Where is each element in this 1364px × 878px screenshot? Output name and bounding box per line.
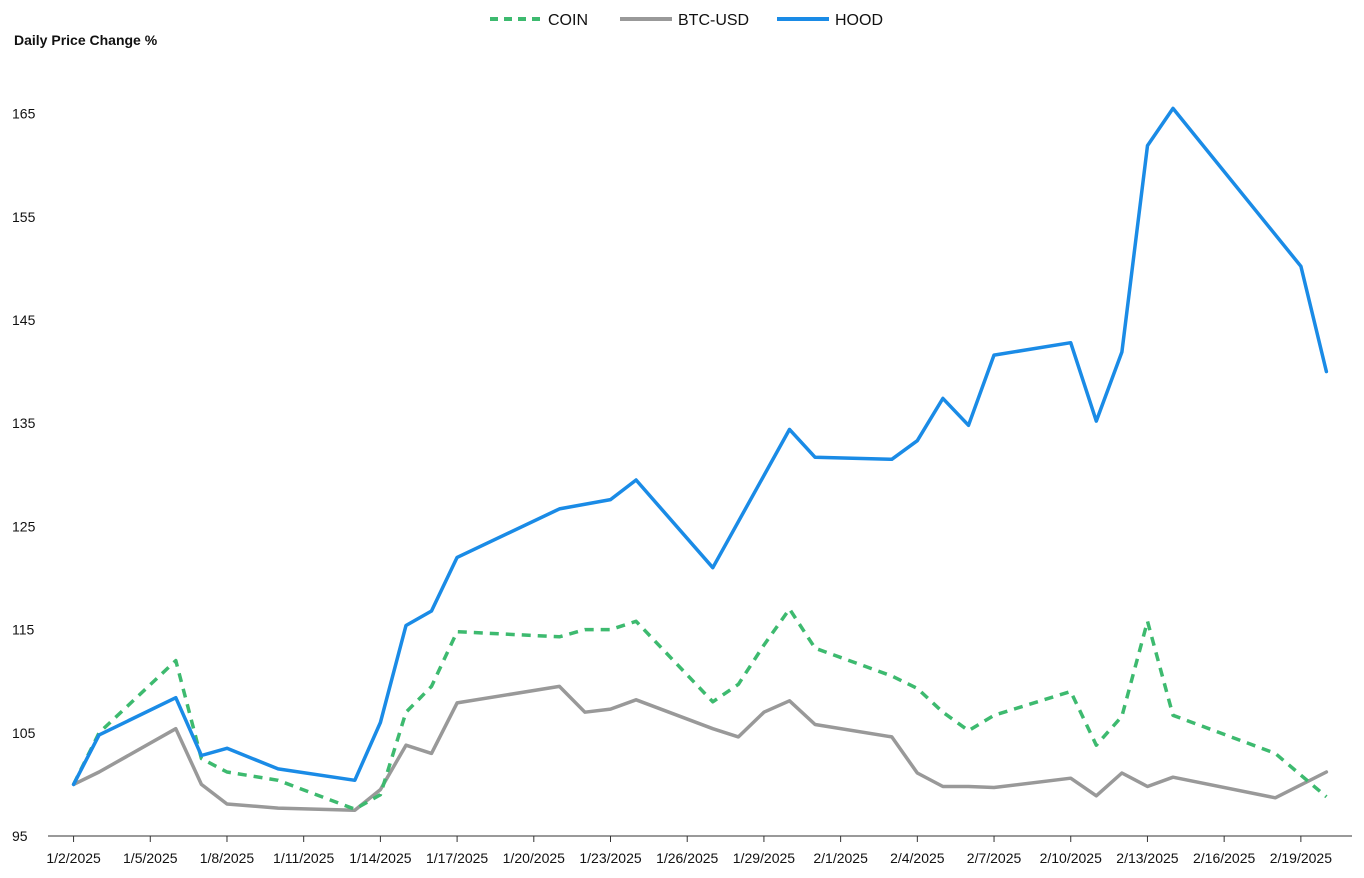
y-tick-label: 105 <box>12 725 36 741</box>
legend-label: COIN <box>548 12 588 29</box>
y-tick-label: 135 <box>12 415 36 431</box>
y-tick-label: 145 <box>12 312 36 328</box>
x-tick-label: 1/26/2025 <box>656 850 718 866</box>
x-tick-label: 1/14/2025 <box>349 850 411 866</box>
x-tick-label: 2/16/2025 <box>1193 850 1255 866</box>
y-axis-ticks: 95 105 115 125 135 145 155 165 <box>12 106 36 844</box>
x-tick-label: 1/5/2025 <box>123 850 178 866</box>
x-tick-label: 2/19/2025 <box>1270 850 1332 866</box>
y-tick-label: 125 <box>12 518 36 534</box>
x-tick-label: 2/13/2025 <box>1116 850 1178 866</box>
series-line-hood <box>71 106 1329 787</box>
series-line-btc-usd <box>71 684 1329 812</box>
series-lines <box>71 106 1329 812</box>
legend: COIN BTC-USD HOOD <box>490 12 883 29</box>
legend-label: HOOD <box>835 12 883 29</box>
y-tick-label: 95 <box>12 828 28 844</box>
x-tick-label: 2/1/2025 <box>813 850 868 866</box>
legend-label: BTC-USD <box>678 12 749 29</box>
y-axis-title: Daily Price Change % <box>14 32 158 48</box>
x-tick-label: 1/23/2025 <box>579 850 641 866</box>
x-tick-label: 1/29/2025 <box>733 850 795 866</box>
x-tick-label: 2/4/2025 <box>890 850 945 866</box>
series-line-coin <box>72 607 1328 811</box>
x-tick-label: 1/8/2025 <box>200 850 255 866</box>
x-tick-label: 1/17/2025 <box>426 850 488 866</box>
x-tick-label: 1/2/2025 <box>46 850 101 866</box>
x-axis-ticks: 1/2/2025 1/5/2025 1/8/2025 1/11/2025 1/14/20… <box>46 836 1332 866</box>
y-tick-label: 115 <box>12 622 35 638</box>
x-tick-label: 1/20/2025 <box>503 850 565 866</box>
y-tick-label: 155 <box>12 209 36 225</box>
x-tick-label: 2/10/2025 <box>1040 850 1102 866</box>
x-tick-label: 2/7/2025 <box>967 850 1022 866</box>
y-tick-label: 165 <box>12 106 36 122</box>
x-tick-label: 1/11/2025 <box>273 850 334 866</box>
